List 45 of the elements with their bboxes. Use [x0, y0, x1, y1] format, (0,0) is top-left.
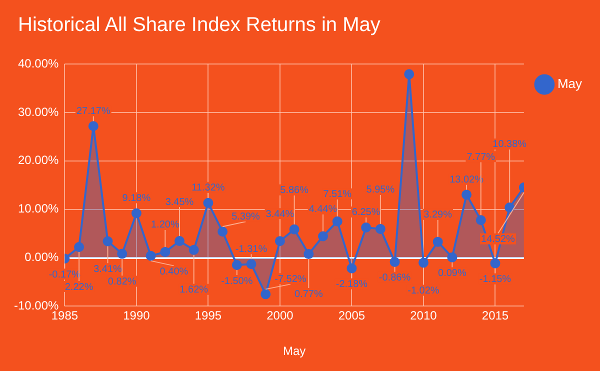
data-label: 0.40%	[160, 266, 188, 278]
data-label: -7.52%	[274, 274, 306, 285]
data-label: 9.18%	[122, 193, 151, 204]
data-label: 0.82%	[108, 276, 136, 288]
x-tick-label: 2010	[410, 308, 438, 323]
x-tick-label: 2005	[338, 308, 366, 323]
data-label: 3.45%	[165, 196, 194, 208]
x-tick-label: 1995	[194, 308, 222, 323]
data-label: -1.31%	[235, 244, 268, 255]
x-tick-label: 1990	[123, 308, 150, 323]
data-label: 27.17%	[76, 106, 110, 117]
data-label: -1.50%	[221, 276, 253, 287]
data-label: 14.52%	[481, 234, 516, 246]
data-label: 3.44%	[266, 208, 294, 220]
data-label: -1.02%	[408, 285, 440, 296]
x-axis-title: May	[282, 344, 306, 358]
x-tick-label: 2015	[482, 308, 509, 323]
data-label: 5.86%	[280, 185, 309, 196]
data-label: 4.44%	[308, 204, 338, 216]
data-label: 0.09%	[438, 268, 466, 280]
y-tick-label: 20.00%	[18, 153, 60, 168]
y-tick-label: 10.00%	[18, 202, 60, 216]
data-label: 5.39%	[232, 211, 260, 222]
data-label: 0.77%	[294, 288, 323, 300]
data-label: 7.77%	[466, 152, 496, 163]
data-label: 5.95%	[366, 184, 395, 196]
data-label: 2.22%	[64, 282, 94, 293]
x-tick-label: 2000	[266, 308, 294, 323]
data-label: 3.29%	[424, 210, 452, 221]
data-label: 6.25%	[352, 207, 380, 218]
data-label: 3.41%	[94, 264, 122, 275]
y-tick-label: 0.00%	[24, 250, 60, 264]
x-tick-label: 1985	[51, 308, 78, 323]
data-label: -1.15%	[479, 274, 512, 286]
data-label: 7.51%	[323, 189, 352, 200]
data-label: -2.18%	[336, 279, 368, 290]
data-label: 11.32%	[192, 182, 225, 194]
data-label: -0.86%	[378, 272, 411, 284]
chart-title: Historical All Share Index Returns in May	[18, 14, 380, 37]
data-label: 1.62%	[180, 284, 208, 296]
data-label: 10.38%	[492, 139, 527, 150]
data-label: 1.20%	[150, 220, 180, 231]
y-tick-label: 30.00%	[18, 104, 60, 119]
legend-label: May	[557, 76, 582, 92]
y-tick-label: 40.00%	[18, 56, 60, 70]
